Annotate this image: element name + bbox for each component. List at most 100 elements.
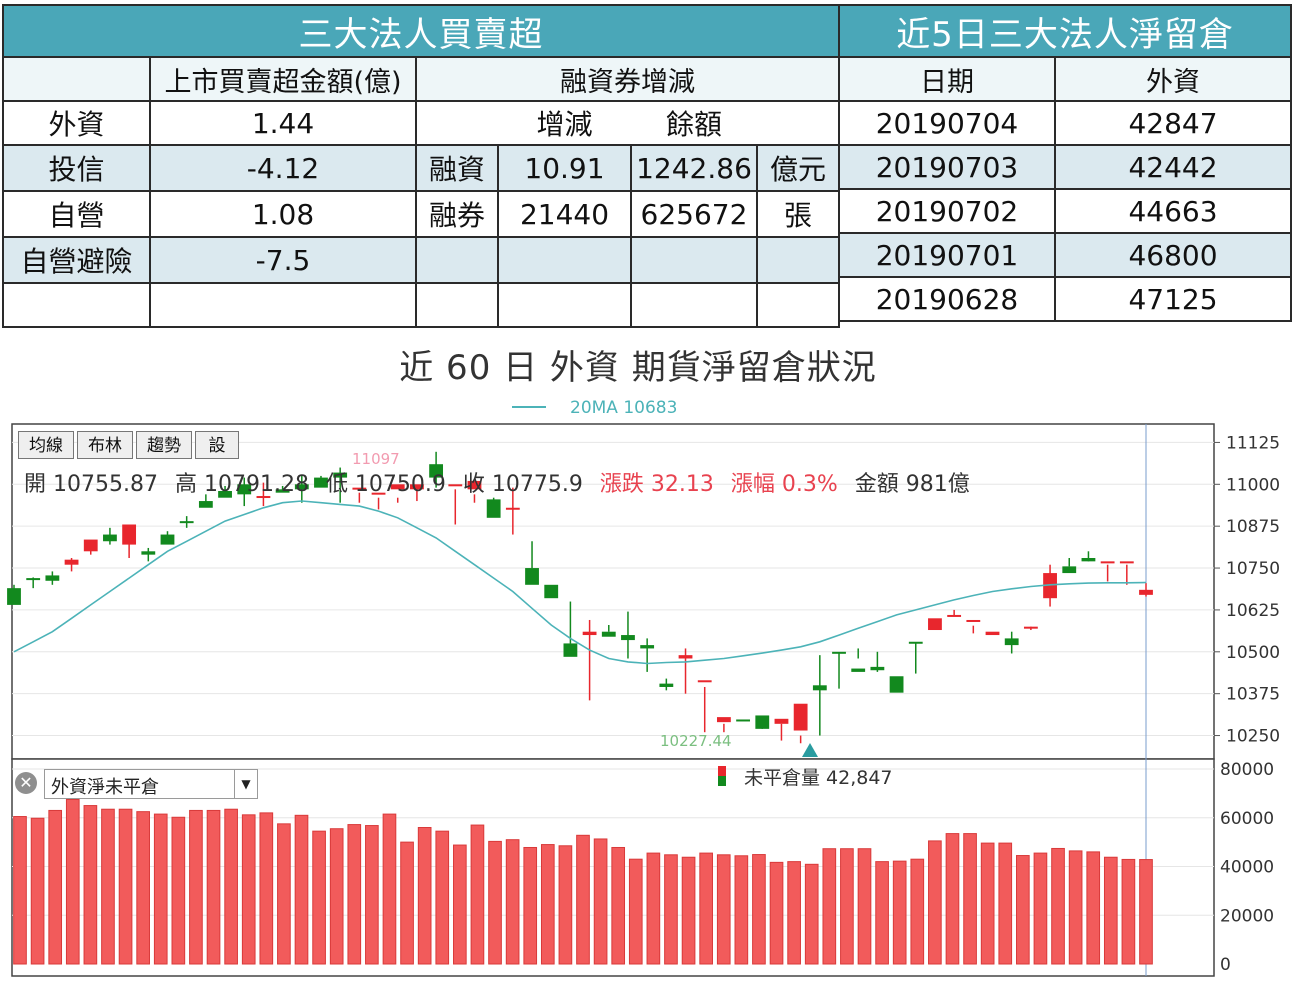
candle-body <box>793 703 808 731</box>
settings-button[interactable]: 設 <box>195 431 239 459</box>
volume-bar <box>347 824 362 965</box>
candle-body <box>26 578 41 581</box>
volume-bar <box>365 825 379 965</box>
candle-body <box>525 568 539 585</box>
trend-button[interactable]: 趨勢 <box>136 431 192 459</box>
volume-bar <box>417 827 432 965</box>
volume-bar <box>224 808 238 965</box>
max-annotation: 11097 <box>352 450 400 468</box>
y-tick-label: 10500 <box>1226 643 1280 663</box>
volume-bar <box>400 841 414 965</box>
margin-unit: 張 <box>755 190 841 238</box>
candle-body <box>736 719 750 722</box>
volume-bar <box>294 814 309 965</box>
volume-bar <box>470 824 485 965</box>
candle-body <box>486 499 501 518</box>
margin-unit: 億元 <box>755 144 841 192</box>
candle-body <box>1004 638 1019 646</box>
row-value: 44663 <box>1053 188 1292 234</box>
row-amount: -7.5 <box>149 236 417 284</box>
volume-bar <box>822 848 837 965</box>
volume-bar <box>998 842 1013 965</box>
volume-bar <box>189 809 203 965</box>
empty-cell <box>415 56 498 102</box>
balance-header: 餘額 <box>631 100 757 146</box>
volume-bar <box>1068 850 1083 965</box>
volume-bar <box>505 839 520 965</box>
candle-body <box>851 668 866 672</box>
margin-change: 21440 <box>497 190 632 238</box>
close-value: 收 10775.9 <box>462 472 583 497</box>
indicator-select[interactable]: 外資淨未平倉 ▼ <box>44 769 258 799</box>
candle-body <box>947 614 962 617</box>
volume-bar <box>136 811 150 965</box>
net-position-table: 近5日三大法人淨留倉 日期 外資 20190704 42847 20190703 4… <box>837 4 1292 322</box>
candle-body <box>371 492 386 495</box>
y-tick-label: 40000 <box>1220 858 1274 878</box>
empty-cell <box>755 236 841 284</box>
volume-bar <box>13 816 27 965</box>
candle-body <box>1062 566 1077 574</box>
row-name: 自營避險 <box>2 236 151 284</box>
candle-body <box>928 618 942 631</box>
y-tick-label: 10875 <box>1226 517 1280 537</box>
volume-bar <box>83 805 98 965</box>
volume-bar <box>928 840 942 965</box>
volume-bar <box>65 798 80 965</box>
volume-bar <box>241 814 256 965</box>
ma-button[interactable]: 均線 <box>18 431 74 459</box>
candle-body <box>122 524 137 545</box>
volume-bar <box>646 852 661 965</box>
candle-body <box>1100 561 1115 564</box>
change-header: 增減 <box>498 100 631 146</box>
volume-bar <box>1033 852 1048 965</box>
margin-balance: 1242.86 <box>630 144 758 192</box>
candles-layer <box>7 451 1153 744</box>
candle-body <box>198 501 213 508</box>
candle-body <box>640 645 655 649</box>
close-panel-icon[interactable]: ✕ <box>15 772 37 794</box>
volume-bar <box>101 808 115 965</box>
margin-label: 融資 <box>415 144 499 192</box>
candle-body <box>314 477 328 488</box>
candle-body <box>544 584 559 599</box>
chevron-down-icon: ▼ <box>234 770 257 798</box>
high-value: 高 10791.28 <box>174 472 309 497</box>
row-date: 20190703 <box>838 144 1056 190</box>
candle-body <box>621 635 635 641</box>
volume-bar <box>1103 856 1118 965</box>
candle-body <box>1043 573 1057 599</box>
volume-bar <box>488 840 502 965</box>
candle-body <box>966 619 981 622</box>
candle-body <box>256 496 271 499</box>
row-date: 20190704 <box>838 100 1056 146</box>
volume-bar <box>611 846 626 965</box>
y-tick-label: 0 <box>1220 955 1231 975</box>
volume-bar <box>329 828 344 965</box>
candle-body <box>45 575 60 581</box>
volume-bar <box>153 813 168 965</box>
candle-body <box>467 480 482 490</box>
candle-body <box>1139 589 1153 595</box>
amount-value: 金額 981億 <box>854 472 970 497</box>
margin-change: 10.91 <box>497 144 632 192</box>
ohlc-readout: 開 10755.87 高 10791.28 低 10750.9 收 10775.… <box>24 466 980 498</box>
y-tick-label: 80000 <box>1220 760 1274 780</box>
row-name: 投信 <box>2 144 151 192</box>
volume-bar <box>1139 859 1153 965</box>
empty-cell <box>415 236 499 284</box>
row-value: 47125 <box>1053 276 1292 322</box>
bollinger-button[interactable]: 布林 <box>77 431 133 459</box>
volume-bar <box>769 861 784 965</box>
row-date: 20190702 <box>838 188 1056 234</box>
empty-cell <box>497 282 632 328</box>
row-amount: -4.12 <box>149 144 417 192</box>
institutional-title: 三大法人買賣超 <box>1 4 841 58</box>
empty-cell <box>757 100 841 146</box>
candle-body <box>352 487 367 490</box>
empty-cell <box>2 282 151 328</box>
bars-layer <box>13 798 1153 965</box>
pct-value: 漲幅 0.3% <box>730 472 838 497</box>
candle-body <box>160 534 175 545</box>
volume-bar <box>628 858 643 965</box>
